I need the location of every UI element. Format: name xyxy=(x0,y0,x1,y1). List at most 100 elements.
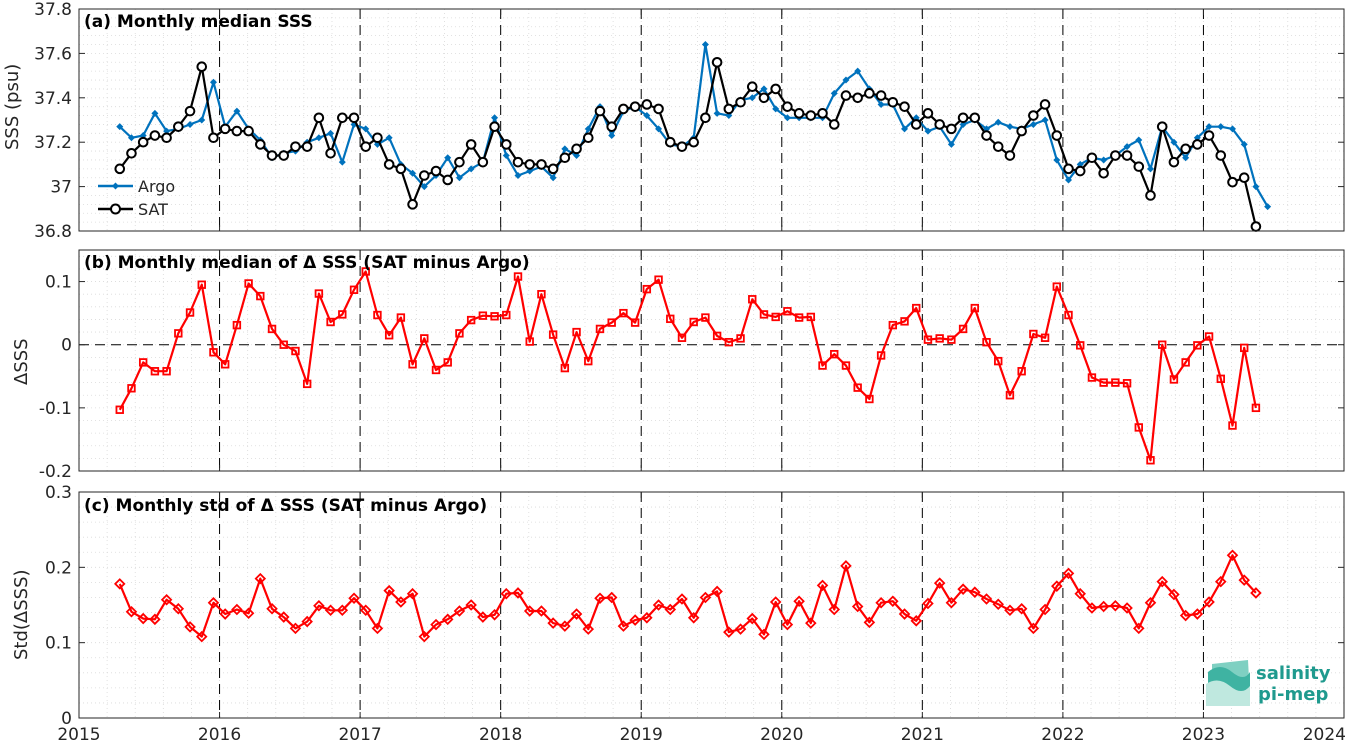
data-point-argo xyxy=(1029,120,1037,128)
data-point-sat xyxy=(524,159,536,170)
data-point--sss xyxy=(1216,374,1225,384)
data-point-std-sss- xyxy=(1133,622,1145,635)
data-point-sat xyxy=(782,101,793,112)
data-point--sss xyxy=(197,280,206,289)
x-tick-label: 2022 xyxy=(1041,725,1084,745)
y-tick-label: 37 xyxy=(50,178,72,198)
data-point-argo xyxy=(1006,123,1014,131)
data-point-sat xyxy=(1074,165,1086,177)
data-point-argo xyxy=(901,125,909,133)
x-tick-label: 2017 xyxy=(338,725,381,745)
data-point-std-sss- xyxy=(500,587,513,600)
data-point-argo xyxy=(1240,140,1248,148)
data-point--sss xyxy=(923,335,933,344)
data-point-argo xyxy=(409,169,417,177)
data-point-std-sss- xyxy=(957,583,969,595)
data-point-argo xyxy=(1182,154,1190,162)
data-point-std-sss- xyxy=(1215,575,1227,588)
data-point-argo xyxy=(338,158,346,166)
data-point--sss xyxy=(232,320,242,330)
data-point-std-sss- xyxy=(734,623,747,635)
data-point--sss xyxy=(490,312,499,321)
data-point--sss xyxy=(630,318,640,327)
data-point--sss xyxy=(162,367,171,376)
data-point-sat xyxy=(1110,150,1121,161)
data-point-std-sss- xyxy=(371,622,384,635)
data-point-std-sss- xyxy=(840,560,852,572)
data-point-sat xyxy=(1180,143,1191,155)
data-point-argo xyxy=(561,145,569,153)
data-point-sat xyxy=(243,125,254,137)
x-tick-label: 2024 xyxy=(1303,725,1346,745)
data-point-sat xyxy=(1238,172,1250,184)
data-point--sss xyxy=(244,279,253,288)
data-point-argo xyxy=(127,134,135,142)
data-point-argo xyxy=(584,125,592,133)
data-point-std-sss- xyxy=(160,593,173,606)
data-point--sss xyxy=(478,311,488,320)
data-point-std-sss- xyxy=(1027,622,1040,635)
data-point-sat xyxy=(957,112,969,124)
data-point-sat xyxy=(676,141,688,152)
panel-c-std-delta-sss: 0 0.1 0.2 0.3 (c) Monthly std of Δ SSS (SAT… xyxy=(11,483,1346,745)
data-point-argo xyxy=(385,134,393,142)
data-point--sss xyxy=(642,284,652,294)
data-point-argo xyxy=(151,109,159,117)
data-point-std-sss- xyxy=(863,616,876,629)
data-point-argo xyxy=(1053,156,1061,164)
data-point-sat xyxy=(1121,150,1133,161)
data-point-std-sss- xyxy=(1168,588,1180,601)
data-point-std-sss- xyxy=(266,602,278,615)
data-point--sss xyxy=(1169,375,1179,384)
data-point-std-sss- xyxy=(1250,587,1262,599)
data-point--sss xyxy=(666,314,675,324)
data-point-argo xyxy=(455,174,463,182)
data-point-argo xyxy=(549,174,557,182)
data-point--sss xyxy=(466,315,476,325)
data-point--sss xyxy=(127,384,136,393)
panel-c-y-ticks: 0 0.1 0.2 0.3 xyxy=(45,483,1345,729)
data-point-std-sss- xyxy=(231,603,243,616)
data-point--sss xyxy=(408,360,417,369)
panel-b-median-delta-sss: -0.2 -0.1 0 0.1 (b) Monthly median of Δ SSS… xyxy=(11,249,1345,482)
data-point--sss xyxy=(185,308,195,317)
data-point-sat xyxy=(1133,161,1145,172)
data-point--sss xyxy=(1005,391,1015,400)
logo-line-1: salinity xyxy=(1256,663,1331,684)
data-point-std-sss- xyxy=(348,592,360,604)
panel-a-year-lines xyxy=(219,9,1204,231)
data-point-sat xyxy=(864,88,875,99)
data-point-std-sss- xyxy=(910,615,923,627)
data-point-sat xyxy=(337,112,348,124)
data-point--sss xyxy=(279,340,288,349)
data-point-sat xyxy=(360,141,372,152)
data-point-sat xyxy=(301,141,313,152)
data-point-argo xyxy=(1100,156,1108,164)
data-point-sat xyxy=(1203,130,1215,141)
data-point--sss xyxy=(1076,341,1085,350)
data-point-sat xyxy=(1168,156,1180,168)
data-point-std-sss- xyxy=(875,596,887,609)
data-point-sat xyxy=(266,150,278,161)
data-point--sss xyxy=(794,313,804,322)
data-point-std-sss- xyxy=(547,617,559,629)
data-point-std-sss- xyxy=(652,599,665,611)
legend-sat-label: SAT xyxy=(138,200,168,219)
data-point-std-sss- xyxy=(359,604,372,617)
data-point--sss xyxy=(1099,378,1108,387)
data-point-argo xyxy=(198,116,206,124)
data-point--sss xyxy=(595,324,605,334)
data-point--sss xyxy=(373,310,382,320)
data-point-std-sss- xyxy=(195,630,208,643)
data-point-std-sss- xyxy=(1179,609,1192,622)
data-point-argo xyxy=(1252,183,1260,191)
data-point-sat xyxy=(454,156,465,168)
data-point--sss xyxy=(1017,367,1026,376)
y-tick-label: 37.8 xyxy=(34,0,72,20)
data-point-sat xyxy=(981,130,992,141)
data-point-sat xyxy=(500,139,512,150)
logo-wave-front xyxy=(1206,680,1250,706)
data-point-sat xyxy=(1063,163,1074,175)
data-point-sat xyxy=(946,123,957,135)
data-point--sss xyxy=(1087,373,1097,382)
